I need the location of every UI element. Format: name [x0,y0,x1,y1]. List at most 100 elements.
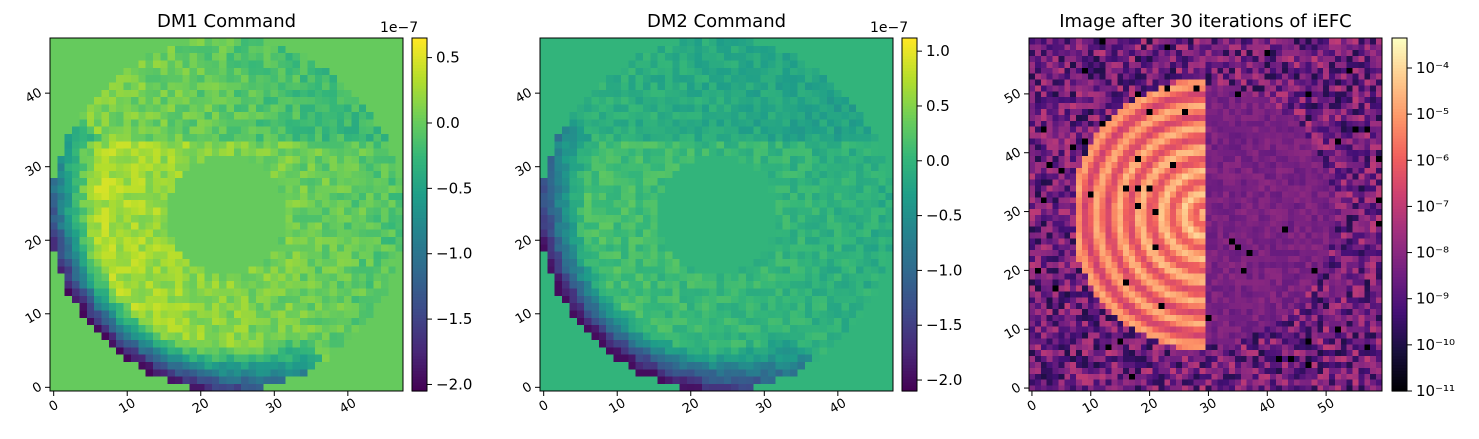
heatmap-cell [665,332,673,340]
heatmap-cell [620,265,629,274]
heatmap-cell [138,317,146,326]
heatmap-cell [64,148,73,157]
heatmap-cell [760,118,769,127]
heatmap-cell [263,265,272,274]
heatmap-cell [138,376,146,385]
heatmap-cell [380,45,389,54]
heatmap-cell [373,376,382,385]
heatmap-cell [709,104,717,112]
heatmap-cell [314,177,323,186]
heatmap-cell [878,317,887,326]
heatmap-cell [366,295,374,304]
heatmap-cell [285,317,294,326]
heatmap-cell [569,236,578,245]
heatmap-cell [108,258,117,267]
heatmap-cell [255,376,264,385]
heatmap-cell [189,45,198,54]
heatmap-cell [204,332,213,340]
heatmap-cell [738,243,747,252]
heatmap-cell [219,133,227,142]
heatmap-cell [679,140,688,149]
heatmap-cell [1058,385,1065,392]
heatmap-cell [123,258,132,267]
heatmap-cell [812,163,820,171]
heatmap-cell [584,273,592,282]
heatmap-cell [211,67,220,76]
heatmap-cell [826,199,835,208]
heatmap-cell [123,361,132,370]
heatmap-cell [292,280,301,289]
heatmap-cell [152,192,161,201]
heatmap-cell [687,126,695,134]
heatmap-cell [123,214,132,223]
heatmap-cell [650,368,659,377]
heatmap-cell [562,221,570,230]
heatmap-cell [841,317,850,326]
heatmap-cell [322,346,330,355]
heatmap-cell [241,229,249,237]
colorbar-segment [412,52,427,57]
heatmap-cell [380,273,389,282]
heatmap-cell [665,251,673,260]
heatmap-cell [130,361,139,370]
heatmap-cell [123,368,132,377]
heatmap-cell [263,354,272,362]
heatmap-cell [285,199,294,208]
heatmap-cell [373,368,382,377]
heatmap-cell [687,339,695,348]
heatmap-cell [753,324,762,333]
heatmap-cell [885,339,894,348]
heatmap-cell [329,324,338,333]
heatmap-cell [709,45,717,54]
colorbar-segment [412,252,427,257]
heatmap-cell [108,52,117,61]
heatmap-cell [591,339,600,348]
heatmap-cell [804,317,813,326]
heatmap-cell [152,383,161,392]
heatmap-cell [782,155,791,164]
heatmap-cell [219,38,227,46]
heatmap-cell [226,185,235,193]
heatmap-cell [329,214,338,223]
heatmap-cell [606,214,614,223]
heatmap-cell [826,140,835,149]
heatmap-cell [679,280,688,289]
heatmap-cell [307,74,316,83]
heatmap-cell [329,199,338,208]
heatmap-cell [380,111,389,120]
heatmap-cell [841,295,850,304]
heatmap-cell [285,243,294,252]
heatmap-cell [863,45,872,54]
heatmap-cell [182,207,191,215]
heatmap-cell [562,148,570,157]
heatmap-cell [160,207,169,215]
heatmap-cell [613,60,622,68]
heatmap-cell [804,38,813,46]
heatmap-cell [613,229,622,237]
heatmap-cell [540,163,548,171]
heatmap-cell [145,243,154,252]
heatmap-cell [101,148,110,157]
heatmap-cell [255,295,264,304]
heatmap-cell [745,354,754,362]
heatmap-cell [650,295,659,304]
heatmap-cell [211,185,220,193]
heatmap-cell [878,60,887,68]
heatmap-cell [584,155,592,164]
heatmap-cell [1211,385,1218,392]
heatmap-cell [366,317,374,326]
heatmap-cell [753,118,762,127]
heatmap-cell [64,118,73,127]
heatmap-cell [241,332,249,340]
heatmap-cell [182,104,191,112]
heatmap-cell [329,251,338,260]
heatmap-cell [219,236,227,245]
heatmap-cell [255,368,264,377]
heatmap-cell [1076,379,1083,386]
heatmap-cell [373,265,382,274]
heatmap-cell [562,140,570,149]
heatmap-cell [598,207,607,215]
heatmap-cell [753,229,762,237]
heatmap-cell [50,302,58,311]
heatmap-cell [812,258,820,267]
